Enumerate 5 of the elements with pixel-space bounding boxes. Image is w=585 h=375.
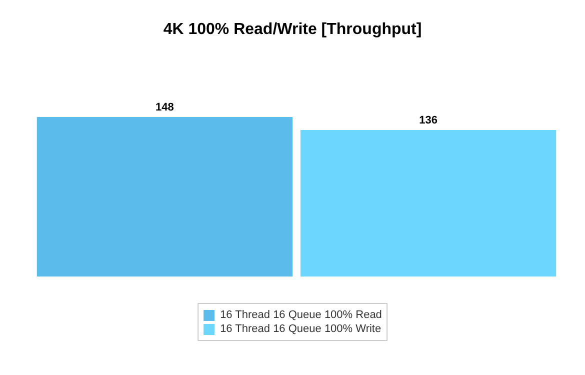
chart-title: 4K 100% Read/Write [Throughput]	[163, 21, 422, 38]
legend-label: 16 Thread 16 Queue 100% Write	[220, 323, 382, 335]
data-label: 136	[419, 114, 438, 127]
legend-label: 16 Thread 16 Queue 100% Read	[220, 309, 382, 321]
data-label: 148	[156, 102, 174, 114]
